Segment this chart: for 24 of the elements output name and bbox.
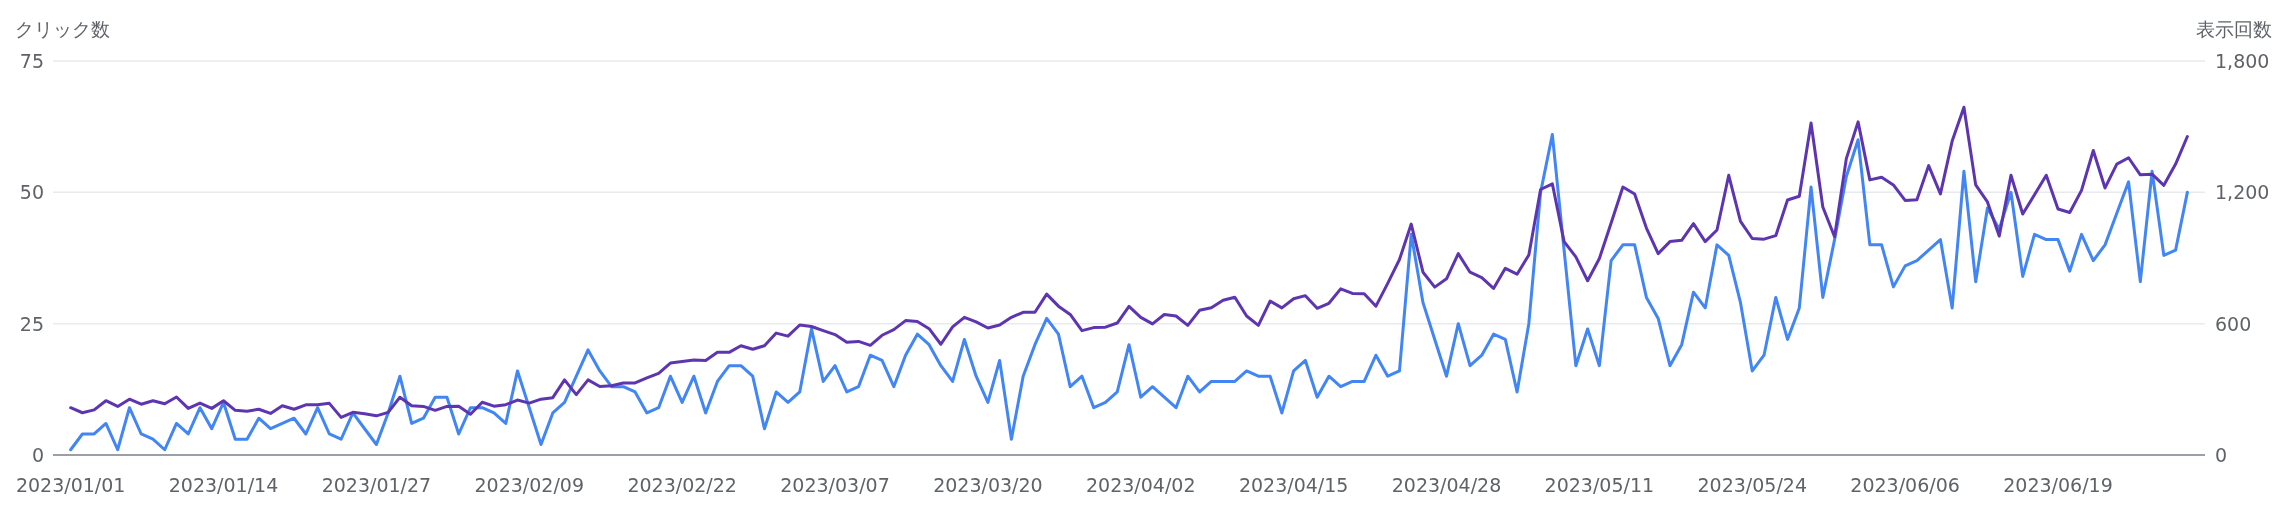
y2-tick-label: 1,800 — [2215, 50, 2270, 72]
x-tick-label: 2023/04/15 — [1238, 474, 1349, 496]
x-tick-label: 2023/02/09 — [474, 474, 585, 496]
y-tick-label: 50 — [19, 181, 44, 204]
x-tick-label: 2023/04/28 — [1391, 474, 1502, 496]
x-tick-label: 2023/05/11 — [1544, 474, 1655, 496]
y2-tick-label: 600 — [2215, 312, 2252, 335]
y-tick-label: 25 — [19, 312, 44, 335]
x-tick-label: 2023/01/01 — [15, 474, 126, 496]
y-tick-label: 0 — [31, 444, 44, 466]
y-tick-label: 75 — [19, 50, 44, 72]
x-tick-label: 2023/06/19 — [2003, 474, 2113, 496]
x-tick-label: 2023/01/14 — [168, 474, 279, 496]
y2-tick-label: 0 — [2215, 444, 2228, 466]
y2-axis-title: 表示回数 — [2196, 18, 2272, 40]
x-tick-label: 2023/05/24 — [1697, 474, 1808, 496]
x-tick-label: 2023/06/06 — [1850, 474, 1960, 496]
y-axis-title: クリック数 — [15, 18, 110, 40]
x-tick-label: 2023/01/27 — [321, 474, 432, 496]
x-tick-label: 2023/04/02 — [1086, 474, 1196, 496]
x-tick-label: 2023/02/22 — [627, 474, 737, 496]
x-tick-label: 2023/03/07 — [780, 474, 890, 496]
y2-tick-label: 1,200 — [2215, 181, 2270, 204]
x-tick-label: 2023/03/20 — [933, 474, 1043, 496]
